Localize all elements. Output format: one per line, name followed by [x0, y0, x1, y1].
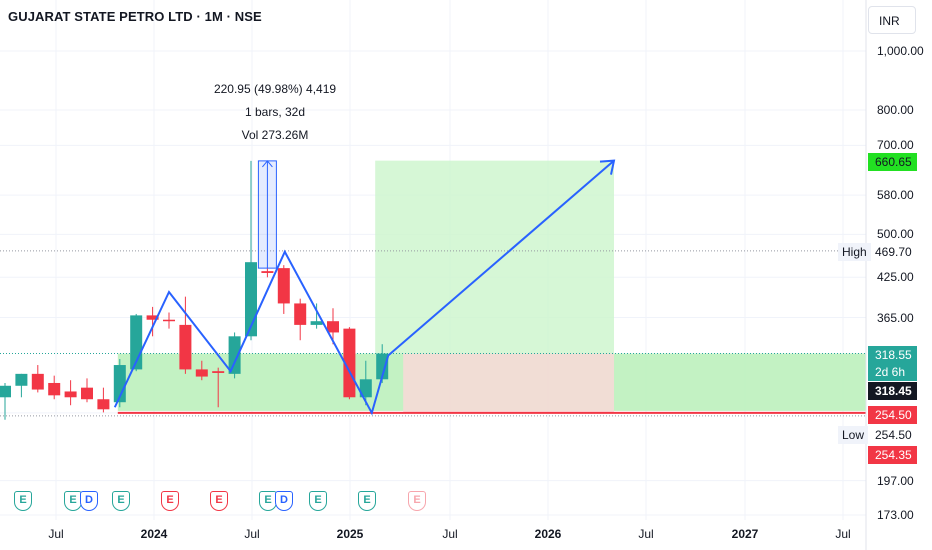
- candle-down: [97, 399, 110, 410]
- price-tick: 580.00: [877, 188, 914, 203]
- earnings-marker[interactable]: E: [309, 491, 327, 511]
- earnings-marker[interactable]: E: [14, 491, 32, 511]
- measure-bars: 1 bars, 32d: [244, 105, 306, 119]
- time-tick: 2026: [534, 527, 562, 541]
- time-tick: 2024: [140, 527, 168, 541]
- projection-line: [387, 159, 615, 357]
- price-tick: 1,000.00: [877, 44, 924, 58]
- earnings-marker[interactable]: E: [210, 491, 228, 511]
- candle-up: [359, 379, 372, 398]
- time-tick: 2025: [336, 527, 364, 541]
- time-tick: Jul: [48, 527, 64, 541]
- candle-down: [64, 391, 77, 398]
- candle-down: [212, 371, 225, 373]
- candle-up: [0, 385, 11, 398]
- candle-up: [15, 373, 28, 386]
- chart-title: GUJARAT STATE PETRO LTD · 1M · NSE: [8, 9, 262, 24]
- price-tick: 197.00: [877, 473, 914, 488]
- low-price-label: 254.50: [875, 428, 912, 442]
- earnings-marker[interactable]: E: [358, 491, 376, 511]
- candle-down: [146, 315, 159, 320]
- candle-down: [179, 324, 192, 370]
- dividend-marker[interactable]: D: [80, 491, 98, 511]
- price-tick: 500.00: [877, 227, 914, 242]
- currency-button[interactable]: INR: [868, 6, 916, 34]
- candle-down: [163, 319, 175, 322]
- last-price-label: 318.55: [868, 346, 917, 364]
- candle-down: [277, 268, 290, 304]
- high-price-label: 469.70: [875, 245, 912, 259]
- projection-arrow[interactable]: [387, 159, 616, 357]
- time-tick: Jul: [835, 527, 851, 541]
- candle-down: [343, 328, 356, 398]
- candle-down: [195, 369, 208, 377]
- crosshair-price-label: 318.45: [868, 382, 917, 400]
- candle-up: [113, 365, 126, 403]
- candle-down: [48, 382, 61, 396]
- time-tick: Jul: [638, 527, 654, 541]
- time-tick: Jul: [244, 527, 260, 541]
- candle-up: [376, 353, 389, 380]
- candle-down: [31, 373, 44, 390]
- bar-countdown: 2d 6h: [868, 363, 917, 381]
- measure-arrowhead: [262, 160, 273, 168]
- price-tick: 365.00: [877, 310, 914, 325]
- earnings-marker[interactable]: E: [408, 491, 426, 511]
- candle-down: [81, 387, 93, 400]
- double-top-pattern-drawing[interactable]: [113, 249, 390, 416]
- candle-up: [228, 336, 241, 374]
- time-tick: Jul: [442, 527, 458, 541]
- measure-tool[interactable]: [257, 160, 277, 269]
- candle-down: [261, 271, 274, 273]
- candles: [0, 160, 389, 420]
- candle-down: [294, 303, 307, 325]
- time-tick: 2027: [731, 527, 759, 541]
- projection-arrowhead: [599, 159, 616, 175]
- long-position-profit-zone[interactable]: [375, 160, 614, 354]
- price-tick: 800.00: [877, 103, 914, 117]
- low-close-label: 254.35: [868, 446, 917, 464]
- price-tick: 700.00: [877, 138, 914, 153]
- earnings-marker[interactable]: E: [161, 491, 179, 511]
- earnings-marker[interactable]: E: [112, 491, 130, 511]
- measure-change: 220.95 (49.98%) 4,419: [213, 82, 337, 96]
- long-position-loss-zone[interactable]: [403, 353, 614, 413]
- earnings-marker[interactable]: E: [259, 491, 277, 511]
- candle-down: [327, 321, 339, 333]
- price-tick: 425.00: [877, 270, 914, 285]
- dividend-marker[interactable]: D: [275, 491, 293, 511]
- high-tag: High: [838, 243, 871, 261]
- price-tick: 173.00: [877, 508, 914, 522]
- low-tag: Low: [838, 426, 869, 444]
- target-price-label: 660.65: [868, 153, 917, 171]
- candle-up: [310, 321, 323, 325]
- measure-volume: Vol 273.26M: [241, 128, 309, 142]
- stop-price-label: 254.50: [868, 406, 917, 424]
